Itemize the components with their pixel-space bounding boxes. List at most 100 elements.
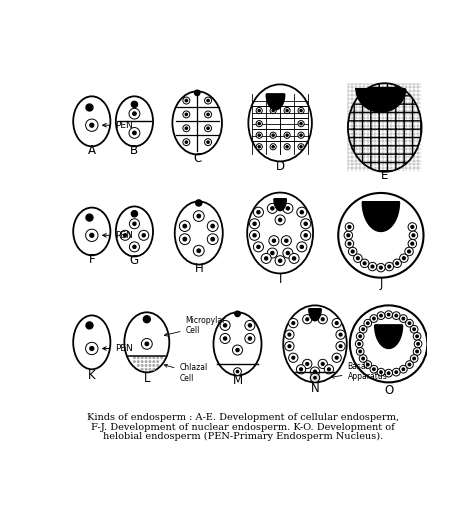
Circle shape <box>254 207 264 217</box>
Circle shape <box>271 251 274 254</box>
Circle shape <box>417 343 419 345</box>
Circle shape <box>197 249 201 252</box>
Circle shape <box>129 108 140 119</box>
Text: F-J. Development of nuclear endosperm. K-O. Development of: F-J. Development of nuclear endosperm. K… <box>91 422 395 431</box>
Circle shape <box>304 234 307 237</box>
Circle shape <box>302 315 312 324</box>
Circle shape <box>310 367 319 376</box>
Ellipse shape <box>283 305 347 382</box>
Circle shape <box>360 259 369 268</box>
Circle shape <box>373 317 375 320</box>
Circle shape <box>336 330 345 339</box>
Circle shape <box>387 313 390 316</box>
Circle shape <box>248 337 251 340</box>
Circle shape <box>145 342 148 346</box>
Circle shape <box>145 368 147 370</box>
Circle shape <box>347 234 350 237</box>
Circle shape <box>256 108 262 113</box>
Circle shape <box>345 223 354 231</box>
Circle shape <box>338 193 423 278</box>
Circle shape <box>380 371 382 373</box>
Circle shape <box>271 207 274 210</box>
Circle shape <box>362 328 365 331</box>
Circle shape <box>205 125 211 132</box>
Circle shape <box>279 259 282 262</box>
Circle shape <box>141 368 143 370</box>
Circle shape <box>356 332 364 340</box>
Circle shape <box>380 314 382 317</box>
Circle shape <box>351 250 354 253</box>
Circle shape <box>131 101 137 108</box>
Text: Kinds of endosperm : A-E. Development of cellular endosperm,: Kinds of endosperm : A-E. Development of… <box>87 413 399 422</box>
Circle shape <box>300 245 303 249</box>
Circle shape <box>368 262 377 271</box>
Circle shape <box>348 242 351 245</box>
Circle shape <box>366 364 369 366</box>
Circle shape <box>410 355 418 363</box>
Circle shape <box>120 231 130 240</box>
Circle shape <box>253 234 256 237</box>
Circle shape <box>370 315 378 322</box>
Circle shape <box>232 345 243 355</box>
Circle shape <box>400 315 407 322</box>
Circle shape <box>86 322 93 329</box>
Circle shape <box>359 325 367 333</box>
Circle shape <box>133 131 136 135</box>
Polygon shape <box>356 89 406 112</box>
Circle shape <box>396 262 399 264</box>
Circle shape <box>142 234 145 237</box>
Circle shape <box>237 370 239 373</box>
Circle shape <box>149 368 151 370</box>
Circle shape <box>275 255 285 266</box>
Circle shape <box>350 305 428 382</box>
Circle shape <box>245 321 255 330</box>
Circle shape <box>314 370 316 373</box>
Circle shape <box>149 365 151 366</box>
Polygon shape <box>274 199 286 210</box>
Text: B: B <box>130 144 138 157</box>
Text: A: A <box>88 144 96 157</box>
Circle shape <box>362 357 365 360</box>
Circle shape <box>224 324 227 327</box>
Circle shape <box>90 233 94 237</box>
Circle shape <box>388 265 391 268</box>
Circle shape <box>205 97 211 104</box>
Circle shape <box>318 315 328 324</box>
Circle shape <box>304 222 307 225</box>
Text: Basal
Apparatus: Basal Apparatus <box>331 362 387 381</box>
Circle shape <box>145 365 147 366</box>
Circle shape <box>413 332 421 340</box>
Text: PEN: PEN <box>103 344 133 353</box>
Circle shape <box>370 365 378 373</box>
Ellipse shape <box>348 83 421 172</box>
Polygon shape <box>266 94 285 110</box>
Circle shape <box>400 254 408 262</box>
Circle shape <box>364 361 372 368</box>
Circle shape <box>194 90 200 95</box>
Circle shape <box>275 215 285 225</box>
Circle shape <box>416 350 419 352</box>
Circle shape <box>289 319 298 328</box>
Circle shape <box>207 100 209 102</box>
Ellipse shape <box>175 201 223 264</box>
Circle shape <box>408 240 417 248</box>
Circle shape <box>285 341 294 351</box>
Circle shape <box>129 128 140 138</box>
Circle shape <box>211 224 214 228</box>
Circle shape <box>258 134 260 136</box>
Circle shape <box>380 266 382 269</box>
Circle shape <box>395 314 398 317</box>
Circle shape <box>286 146 288 148</box>
Circle shape <box>385 369 392 377</box>
Circle shape <box>402 368 405 370</box>
Circle shape <box>279 218 282 222</box>
Circle shape <box>409 231 418 240</box>
Text: G: G <box>130 254 139 267</box>
Circle shape <box>318 359 328 368</box>
Circle shape <box>161 357 162 358</box>
Circle shape <box>153 365 155 366</box>
Circle shape <box>298 108 304 113</box>
Ellipse shape <box>73 315 110 369</box>
Circle shape <box>205 139 211 146</box>
Circle shape <box>183 97 190 104</box>
